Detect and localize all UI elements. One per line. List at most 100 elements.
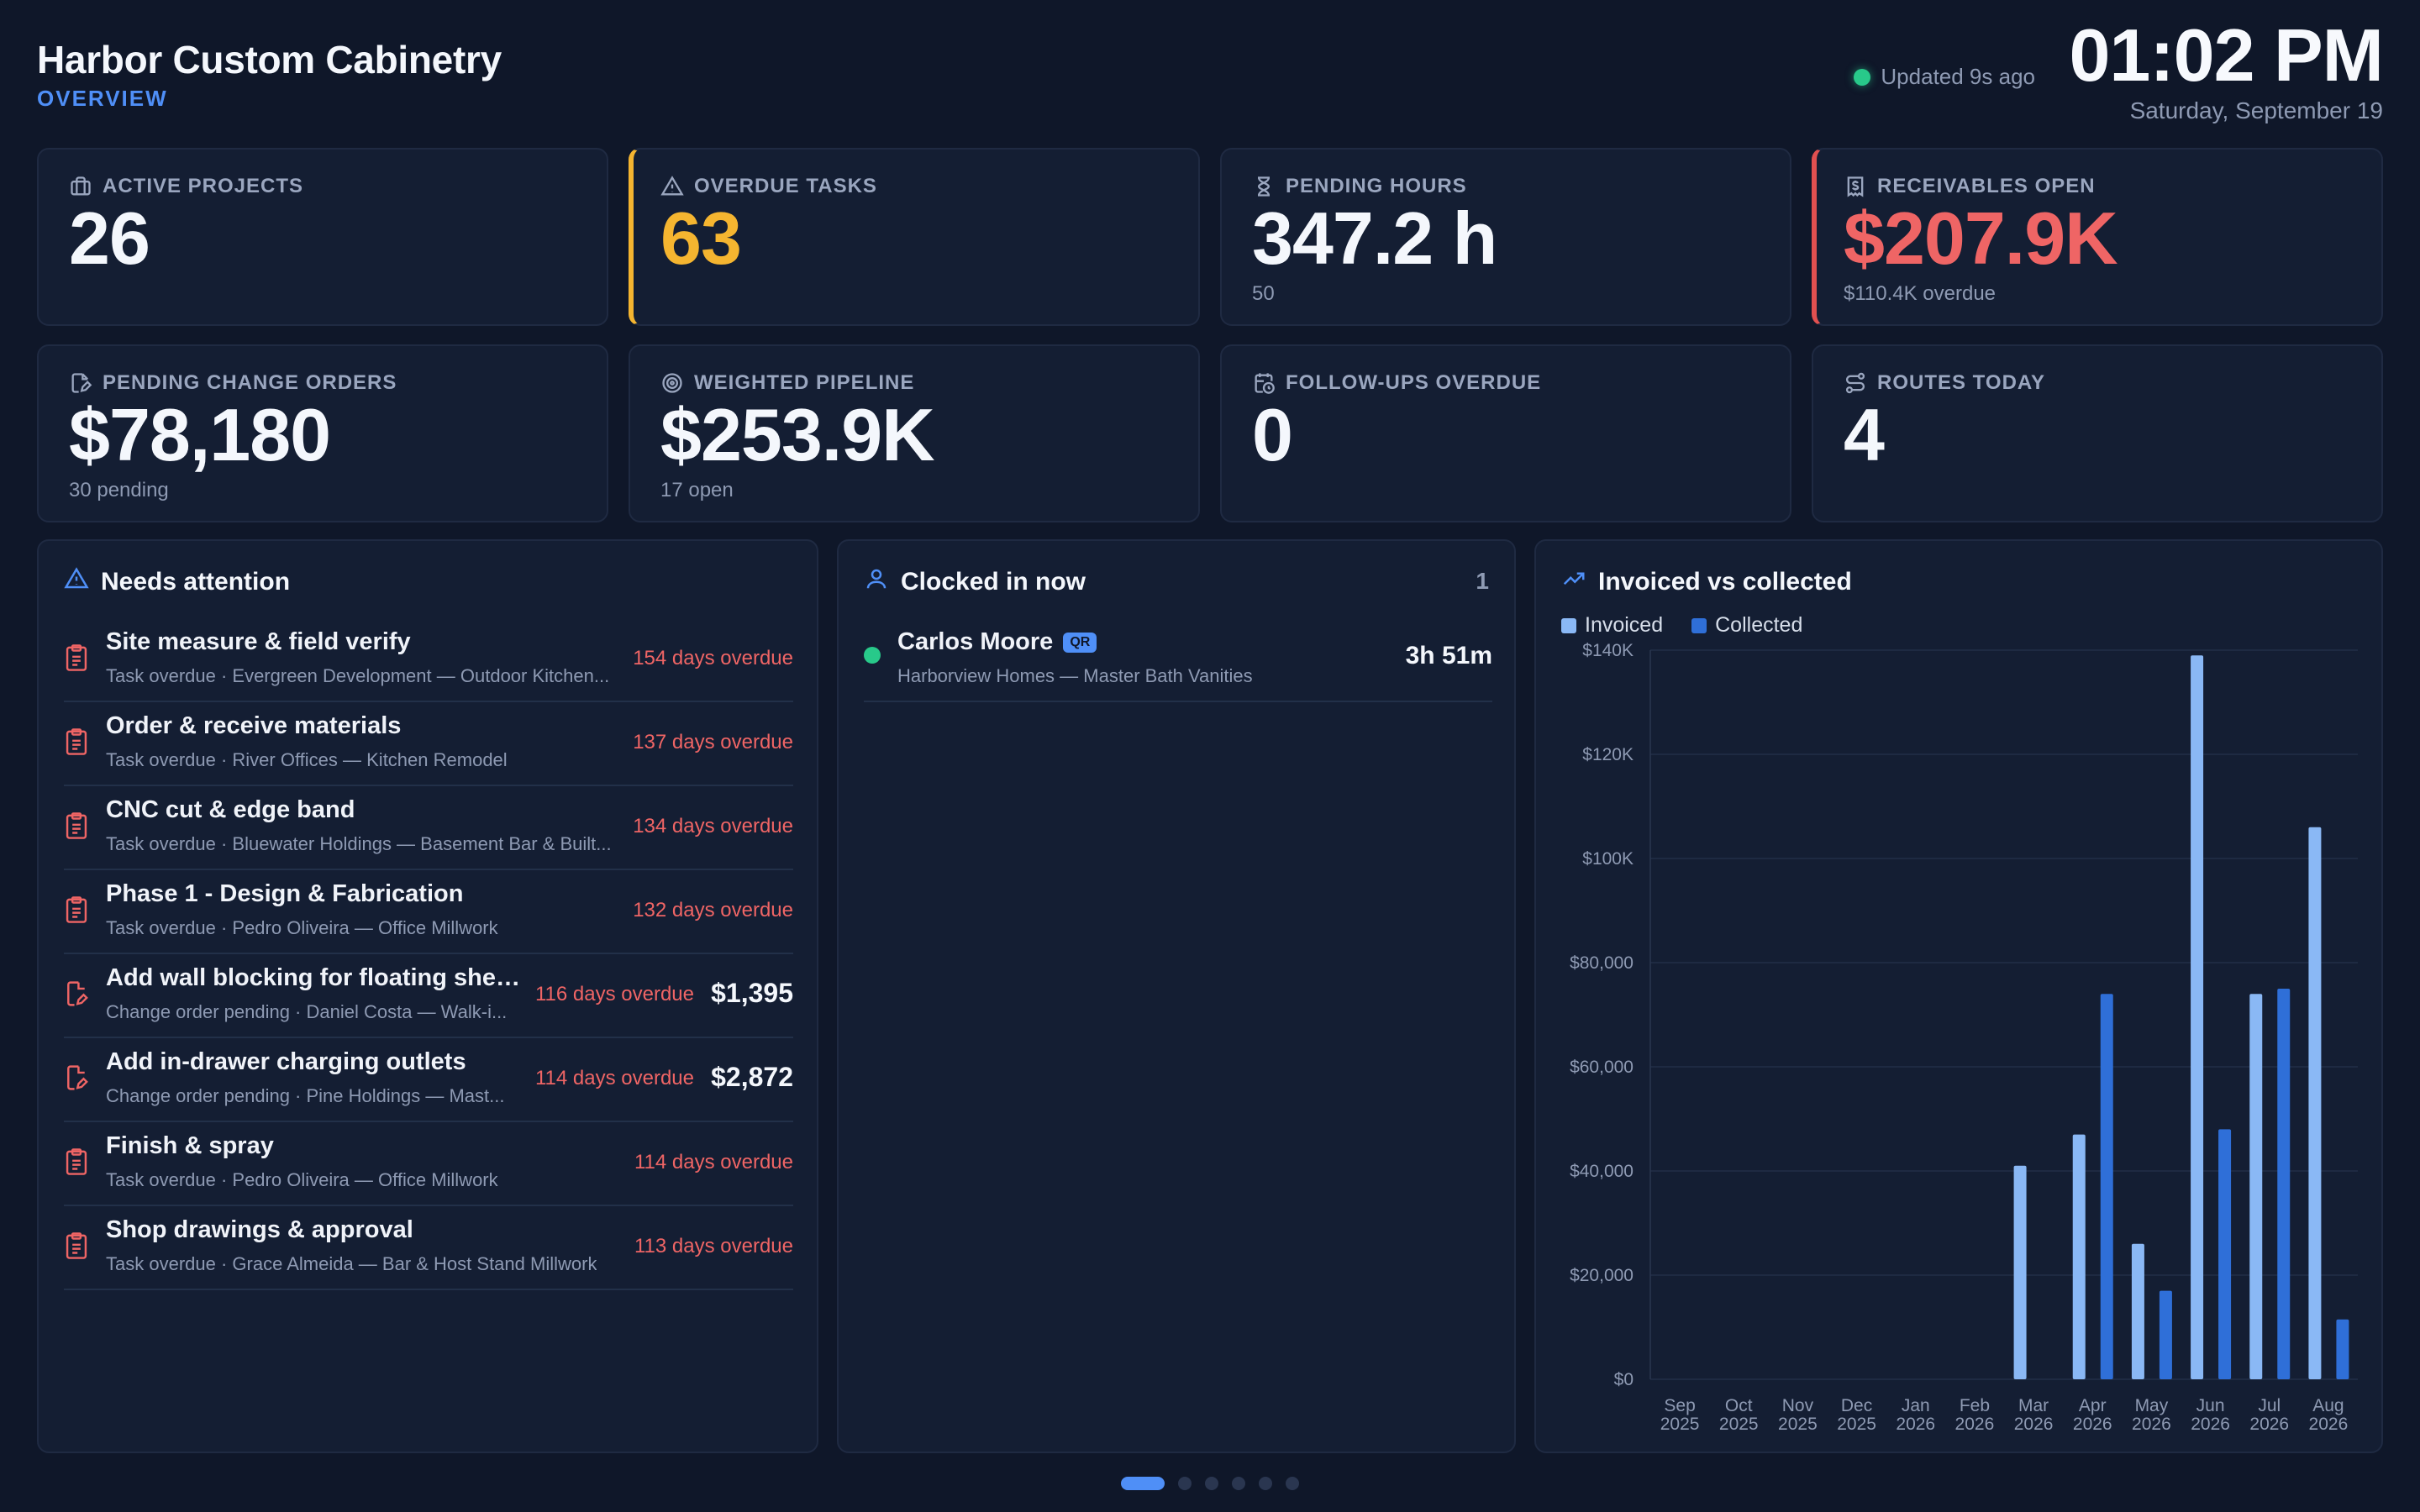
item-subtitle: Task overdue · Evergreen Development — O… bbox=[106, 665, 610, 686]
bar-collected-11 bbox=[2336, 1319, 2349, 1379]
x-tick-label-year: 2026 bbox=[2249, 1415, 2289, 1434]
list-item[interactable]: Site measure & field verify Task overdue… bbox=[64, 618, 793, 702]
list-item[interactable]: Add wall blocking for floating shelv... … bbox=[64, 954, 793, 1038]
file-edit-icon bbox=[64, 979, 89, 1008]
clocked-duration: 3h 51m bbox=[1405, 642, 1492, 669]
list-item[interactable]: Finish & spray Task overdue · Pedro Oliv… bbox=[64, 1122, 793, 1206]
x-tick-label-month: Feb bbox=[1960, 1396, 1990, 1415]
item-title: Site measure & field verify bbox=[106, 628, 411, 655]
y-tick-label: $140K bbox=[1582, 641, 1634, 660]
kpi-pending-hours[interactable]: PENDING HOURS 347.2 h 50 bbox=[1220, 148, 1791, 326]
amount: $2,872 bbox=[711, 1062, 793, 1092]
bar-invoiced-8 bbox=[2131, 1243, 2144, 1379]
bar-collected-8 bbox=[2159, 1290, 2172, 1379]
x-tick-label-month: Dec bbox=[1841, 1396, 1872, 1415]
page-dot-2[interactable] bbox=[1178, 1477, 1192, 1490]
y-tick-label: $0 bbox=[1614, 1370, 1634, 1389]
employee-name-row: Carlos Moore QR bbox=[897, 628, 1097, 656]
kpi-value: 26 bbox=[69, 197, 150, 280]
live-status-dot bbox=[1854, 68, 1871, 86]
overdue-label: 114 days overdue bbox=[634, 1151, 793, 1173]
kpi-sub: 17 open bbox=[660, 479, 734, 501]
bar-collected-9 bbox=[2218, 1129, 2232, 1379]
item-subtitle: Task overdue · Pedro Oliveira — Office M… bbox=[106, 917, 498, 938]
list-item[interactable]: CNC cut & edge band Task overdue · Bluew… bbox=[64, 786, 793, 870]
needs-attention-panel: Needs attention Site measure & field ver… bbox=[37, 539, 818, 1453]
x-tick-label-year: 2026 bbox=[2191, 1415, 2230, 1434]
x-tick-label-year: 2025 bbox=[1778, 1415, 1818, 1434]
legend-item-invoiced[interactable]: Invoiced bbox=[1561, 613, 1663, 638]
y-tick-label: $40,000 bbox=[1570, 1162, 1634, 1181]
kpi-label: ROUTES TODAY bbox=[1877, 371, 2046, 394]
company-name: Harbor Custom Cabinetry bbox=[37, 38, 502, 81]
item-title: Finish & spray bbox=[106, 1132, 274, 1159]
kpi-sub: $110.4K overdue bbox=[1844, 282, 1996, 305]
list-item[interactable]: Shop drawings & approval Task overdue · … bbox=[64, 1206, 793, 1290]
user-icon bbox=[864, 566, 889, 598]
bar-invoiced-9 bbox=[2191, 655, 2204, 1379]
item-title: Shop drawings & approval bbox=[106, 1216, 413, 1243]
x-tick-label-year: 2026 bbox=[2132, 1415, 2171, 1434]
clipboard-icon bbox=[64, 1147, 89, 1176]
kpi-value: 4 bbox=[1844, 393, 1885, 476]
item-title: Add in-drawer charging outlets bbox=[106, 1048, 466, 1075]
clocked-in-count: 1 bbox=[1476, 568, 1489, 594]
page-dot-3[interactable] bbox=[1205, 1477, 1218, 1490]
overdue-label: 116 days overdue bbox=[534, 983, 694, 1005]
kpi-weighted-pipeline[interactable]: WEIGHTED PIPELINE $253.9K 17 open bbox=[629, 344, 1200, 522]
list-item[interactable]: Carlos Moore QR Harborview Homes — Maste… bbox=[864, 618, 1492, 702]
overdue-label: 134 days overdue bbox=[633, 815, 793, 837]
alert-triangle-icon bbox=[660, 175, 684, 198]
list-item[interactable]: Phase 1 - Design & Fabrication Task over… bbox=[64, 870, 793, 954]
item-title: Add wall blocking for floating shelv... bbox=[106, 964, 526, 991]
kpi-label: OVERDUE TASKS bbox=[694, 175, 877, 197]
legend-item-collected[interactable]: Collected bbox=[1691, 613, 1802, 638]
file-edit-icon bbox=[69, 371, 92, 395]
kpi-value: 347.2 h bbox=[1252, 197, 1497, 280]
receipt-dollar-icon bbox=[1844, 175, 1867, 198]
page-dot-1[interactable] bbox=[1121, 1477, 1165, 1490]
overdue-label: 113 days overdue bbox=[634, 1235, 793, 1257]
kpi-value: $78,180 bbox=[69, 393, 331, 476]
bar-invoiced-10 bbox=[2249, 994, 2263, 1379]
item-subtitle: Task overdue · Pedro Oliveira — Office M… bbox=[106, 1169, 498, 1190]
kpi-follow-ups-overdue[interactable]: FOLLOW-UPS OVERDUE 0 bbox=[1220, 344, 1791, 522]
x-tick-label-year: 2025 bbox=[1719, 1415, 1759, 1434]
kpi-active-projects[interactable]: ACTIVE PROJECTS 26 bbox=[37, 148, 608, 326]
status-dot bbox=[864, 647, 881, 664]
kpi-label: PENDING CHANGE ORDERS bbox=[103, 371, 397, 394]
update-status: Updated 9s ago bbox=[1854, 64, 2035, 90]
list-item[interactable]: Order & receive materials Task overdue ·… bbox=[64, 702, 793, 786]
clipboard-icon bbox=[64, 727, 89, 756]
kpi-label: FOLLOW-UPS OVERDUE bbox=[1286, 371, 1542, 394]
clock: 01:02 PM bbox=[2069, 13, 2384, 97]
page-dot-4[interactable] bbox=[1232, 1477, 1245, 1490]
kpi-value: $253.9K bbox=[660, 393, 935, 476]
x-tick-label-year: 2026 bbox=[2309, 1415, 2349, 1434]
employee-project: Harborview Homes — Master Bath Vanities bbox=[897, 665, 1253, 686]
page-dot-6[interactable] bbox=[1286, 1477, 1299, 1490]
x-tick-label-month: Sep bbox=[1664, 1396, 1695, 1415]
kpi-routes-today[interactable]: ROUTES TODAY 4 bbox=[1812, 344, 2383, 522]
date: Saturday, September 19 bbox=[2129, 97, 2383, 123]
overdue-label: 154 days overdue bbox=[633, 647, 793, 669]
overdue-label: 137 days overdue bbox=[633, 731, 793, 753]
kpi-pending-change-orders[interactable]: PENDING CHANGE ORDERS $78,180 30 pending bbox=[37, 344, 608, 522]
clipboard-icon bbox=[64, 1231, 89, 1260]
kpi-label: WEIGHTED PIPELINE bbox=[694, 371, 915, 394]
page-dot-5[interactable] bbox=[1259, 1477, 1272, 1490]
x-tick-label-year: 2026 bbox=[2014, 1415, 2054, 1434]
list-item[interactable]: Add in-drawer charging outlets Change or… bbox=[64, 1038, 793, 1122]
x-tick-label-month: Jul bbox=[2258, 1396, 2281, 1415]
clipboard-icon bbox=[64, 895, 89, 924]
overdue-label: 114 days overdue bbox=[534, 1067, 694, 1089]
alert-triangle-icon bbox=[64, 566, 89, 598]
y-tick-label: $80,000 bbox=[1570, 953, 1634, 973]
kpi-sub: 30 pending bbox=[69, 479, 169, 501]
kpi-overdue-tasks[interactable]: OVERDUE TASKS 63 bbox=[629, 148, 1200, 326]
item-subtitle: Change order pending · Daniel Costa — Wa… bbox=[106, 1001, 508, 1022]
route-icon bbox=[1844, 371, 1867, 395]
target-icon bbox=[660, 371, 684, 395]
x-tick-label-year: 2026 bbox=[1896, 1415, 1935, 1434]
kpi-receivables-open[interactable]: RECEIVABLES OPEN $207.9K $110.4K overdue bbox=[1812, 148, 2383, 326]
